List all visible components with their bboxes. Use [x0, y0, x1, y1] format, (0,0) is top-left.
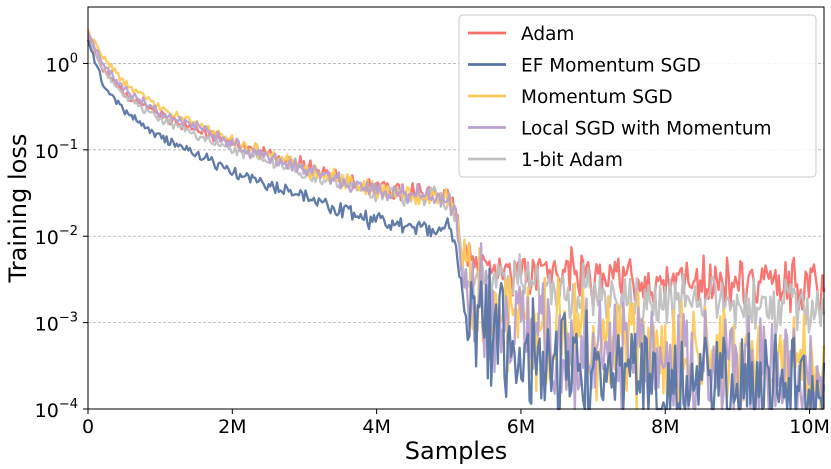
legend-label: Adam — [521, 24, 574, 45]
legend-label: EF Momentum SGD — [521, 56, 701, 77]
y-tick-label: 10−3 — [35, 311, 78, 336]
x-tick-label: 4M — [362, 416, 390, 438]
series-lines — [86, 28, 826, 411]
y-tick-label: 10−1 — [35, 138, 78, 163]
x-tick-label: 0 — [82, 416, 94, 438]
y-tick-label: 100 — [46, 51, 78, 76]
x-axis-title: Samples — [405, 437, 508, 465]
x-tick-label: 2M — [218, 416, 246, 438]
x-tick-label: 6M — [507, 416, 535, 438]
y-tick-label: 10−2 — [35, 224, 78, 249]
plot-frame — [87, 6, 825, 410]
legend-label: Momentum SGD — [521, 87, 673, 108]
x-axis-ticks: 0 2M 4M 6M 8M 10M — [82, 409, 830, 438]
legend-label: Local SGD with Momentum — [521, 119, 772, 140]
legend-label: 1-bit Adam — [521, 150, 623, 171]
series-line-ef-momentum-sgd — [86, 39, 826, 411]
y-tick-label: 10−4 — [35, 397, 78, 422]
x-tick-label: 8M — [651, 416, 679, 438]
y-axis-title: Training loss — [4, 134, 32, 284]
x-tick-label: 10M — [789, 416, 830, 438]
legend-box — [458, 14, 817, 178]
y-axis-ticks: 100 10−1 10−2 10−3 10−4 — [35, 51, 88, 422]
legend: Adam EF Momentum SGD Momentum SGD Local SGD… — [458, 14, 817, 178]
